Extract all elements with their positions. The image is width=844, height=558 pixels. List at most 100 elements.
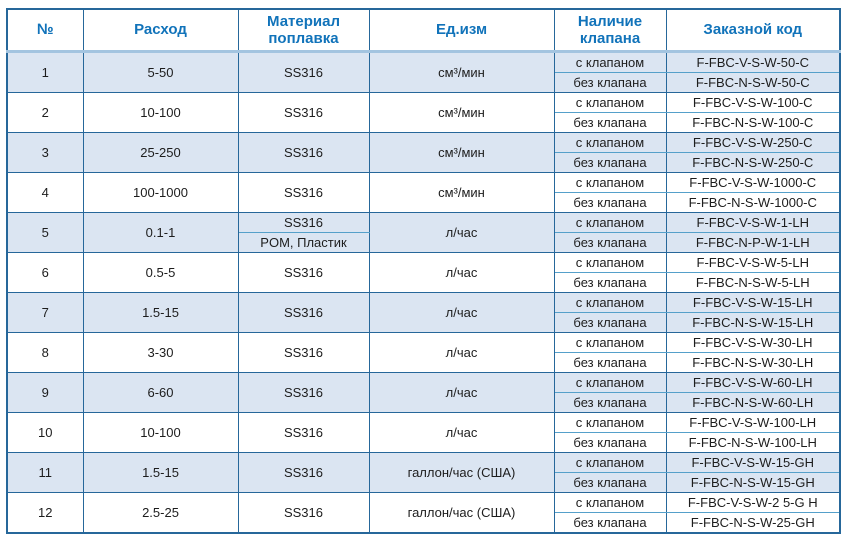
cell-unit: см³/мин	[368, 51, 555, 93]
cell-flow: 10-100	[82, 92, 239, 133]
cell-valve: без клапана	[553, 152, 667, 173]
table-row-with-valve: 12 2.5-25 SS316 галлон/час (США) с клапаном F…	[6, 492, 841, 534]
cell-valve: с клапаном	[553, 332, 667, 353]
cell-material: SS316	[237, 252, 370, 293]
table-row-with-valve: 11 1.5-15 SS316 галлон/час (США) с клапаном F…	[6, 452, 841, 493]
cell-unit: см³/мин	[368, 172, 555, 213]
cell-unit: л/час	[368, 332, 555, 373]
cell-order-code: F-FBC-V-S-W-5-LH	[665, 252, 841, 273]
cell-valve: без клапана	[553, 272, 667, 293]
cell-order-code: F-FBC-N-S-W-15-LH	[665, 312, 841, 333]
cell-material: SS316	[237, 172, 370, 213]
cell-flow: 100-1000	[82, 172, 239, 213]
header-unit: Ед.изм	[368, 9, 555, 53]
cell-number: 11	[6, 452, 84, 493]
table-row-without-valve: без клапана F-FBC-N-S-W-100-LH	[7, 432, 841, 453]
cell-valve: без клапана	[553, 352, 667, 373]
cell-valve: с клапаном	[553, 172, 667, 193]
cell-order-code: F-FBC-N-S-W-15-GH	[665, 472, 841, 493]
cell-order-code: F-FBC-V-S-W-1000-C	[665, 172, 841, 193]
cell-material: SS316	[237, 132, 370, 173]
cell-order-code: F-FBC-N-S-W-100-LH	[665, 432, 841, 453]
cell-valve: без клапана	[553, 392, 667, 413]
cell-order-code: F-FBC-V-S-W-60-LH	[665, 372, 841, 393]
table-row-without-valve: POM, Пластик без клапана F-FBC-N-P-W-1-LH	[7, 232, 841, 253]
cell-order-code: F-FBC-V-S-W-15-GH	[665, 452, 841, 473]
table-row-with-valve: 10 10-100 SS316 л/час с клапаном F-FBC-V-S-W-…	[6, 412, 841, 453]
cell-order-code: F-FBC-V-S-W-15-LH	[665, 292, 841, 313]
cell-material: SS316	[237, 332, 370, 373]
cell-number: 7	[6, 292, 84, 333]
cell-flow: 6-60	[82, 372, 239, 413]
cell-order-code: F-FBC-V-S-W-2 5-G H	[665, 492, 841, 513]
cell-valve: с клапаном	[553, 51, 667, 73]
table-row-without-valve: без клапана F-FBC-N-S-W-15-GH	[7, 472, 841, 493]
cell-material: SS316	[237, 492, 370, 534]
cell-order-code: F-FBC-N-S-W-250-C	[665, 152, 841, 173]
cell-order-code: F-FBC-V-S-W-1-LH	[665, 212, 841, 233]
header-row: № Расход Материал поплавка Ед.изм Наличи…	[6, 9, 841, 53]
cell-valve: с клапаном	[553, 292, 667, 313]
cell-material-alt: POM, Пластик	[237, 232, 370, 253]
cell-material: SS316	[237, 412, 370, 453]
cell-valve: без клапана	[553, 192, 667, 213]
cell-unit: л/час	[368, 212, 555, 253]
table-row-with-valve: 2 10-100 SS316 см³/мин с клапаном F-FBC-V-S-W…	[6, 92, 841, 133]
cell-material: SS316	[237, 452, 370, 493]
table-row-with-valve: 3 25-250 SS316 см³/мин с клапаном F-FBC-V-S-W…	[6, 132, 841, 173]
table-header: № Расход Материал поплавка Ед.изм Наличи…	[6, 9, 841, 53]
cell-valve: с клапаном	[553, 92, 667, 113]
cell-number: 8	[6, 332, 84, 373]
cell-material: SS316	[237, 212, 370, 233]
header-order-code: Заказной код	[665, 9, 841, 53]
cell-flow: 1.5-15	[82, 292, 239, 333]
cell-order-code: F-FBC-N-S-W-100-C	[665, 112, 841, 133]
table-row-without-valve: без клапана F-FBC-N-S-W-5-LH	[7, 272, 841, 293]
cell-flow: 10-100	[82, 412, 239, 453]
cell-valve: без клапана	[553, 472, 667, 493]
table-row-without-valve: без клапана F-FBC-N-S-W-30-LH	[7, 352, 841, 373]
flowmeter-order-code-table: № Расход Материал поплавка Ед.изм Наличи…	[6, 8, 841, 534]
cell-valve: с клапаном	[553, 412, 667, 433]
cell-valve: с клапаном	[553, 212, 667, 233]
cell-unit: л/час	[368, 292, 555, 333]
cell-flow: 3-30	[82, 332, 239, 373]
cell-order-code: F-FBC-N-S-W-25-GH	[665, 512, 841, 534]
cell-order-code: F-FBC-V-S-W-30-LH	[665, 332, 841, 353]
cell-valve: с клапаном	[553, 252, 667, 273]
cell-unit: см³/мин	[368, 92, 555, 133]
cell-flow: 25-250	[82, 132, 239, 173]
cell-order-code: F-FBC-N-S-W-1000-C	[665, 192, 841, 213]
header-number: №	[6, 9, 84, 53]
cell-material: SS316	[237, 292, 370, 333]
cell-number: 9	[6, 372, 84, 413]
cell-unit: л/час	[368, 372, 555, 413]
table-row-with-valve: 9 6-60 SS316 л/час с клапаном F-FBC-V-S-W-60-…	[6, 372, 841, 413]
cell-valve: без клапана	[553, 512, 667, 534]
table-row-with-valve: 7 1.5-15 SS316 л/час с клапаном F-FBC-V-S-W-1…	[6, 292, 841, 333]
table-row-with-valve: 6 0.5-5 SS316 л/час с клапаном F-FBC-V-S-W-5-…	[6, 252, 841, 293]
cell-valve: без клапана	[553, 232, 667, 253]
cell-order-code: F-FBC-V-S-W-100-LH	[665, 412, 841, 433]
cell-number: 6	[6, 252, 84, 293]
cell-order-code: F-FBC-V-S-W-250-C	[665, 132, 841, 153]
cell-flow: 5-50	[82, 51, 239, 93]
cell-order-code: F-FBC-V-S-W-50-C	[665, 51, 841, 73]
cell-number: 12	[6, 492, 84, 534]
table-row-without-valve: без клапана F-FBC-N-S-W-100-C	[7, 112, 841, 133]
table-row-with-valve: 1 5-50 SS316 см³/мин с клапаном F-FBC-V-S-W-5…	[6, 51, 841, 93]
cell-order-code: F-FBC-N-S-W-60-LH	[665, 392, 841, 413]
cell-order-code: F-FBC-V-S-W-100-C	[665, 92, 841, 113]
cell-material: SS316	[237, 372, 370, 413]
table-row-without-valve: без клапана F-FBC-N-S-W-15-LH	[7, 312, 841, 333]
table-row-without-valve: без клапана F-FBC-N-S-W-60-LH	[7, 392, 841, 413]
header-float-material: Материал поплавка	[237, 9, 370, 53]
table-row-with-valve: 8 3-30 SS316 л/час с клапаном F-FBC-V-S-W-30-…	[6, 332, 841, 373]
cell-unit: л/час	[368, 412, 555, 453]
cell-number: 2	[6, 92, 84, 133]
header-valve: Наличие клапана	[553, 9, 667, 53]
table-row-with-valve: 4 100-1000 SS316 см³/мин с клапаном F-FBC-V-S…	[6, 172, 841, 213]
table-row-without-valve: без клапана F-FBC-N-S-W-1000-C	[7, 192, 841, 213]
cell-unit: см³/мин	[368, 132, 555, 173]
